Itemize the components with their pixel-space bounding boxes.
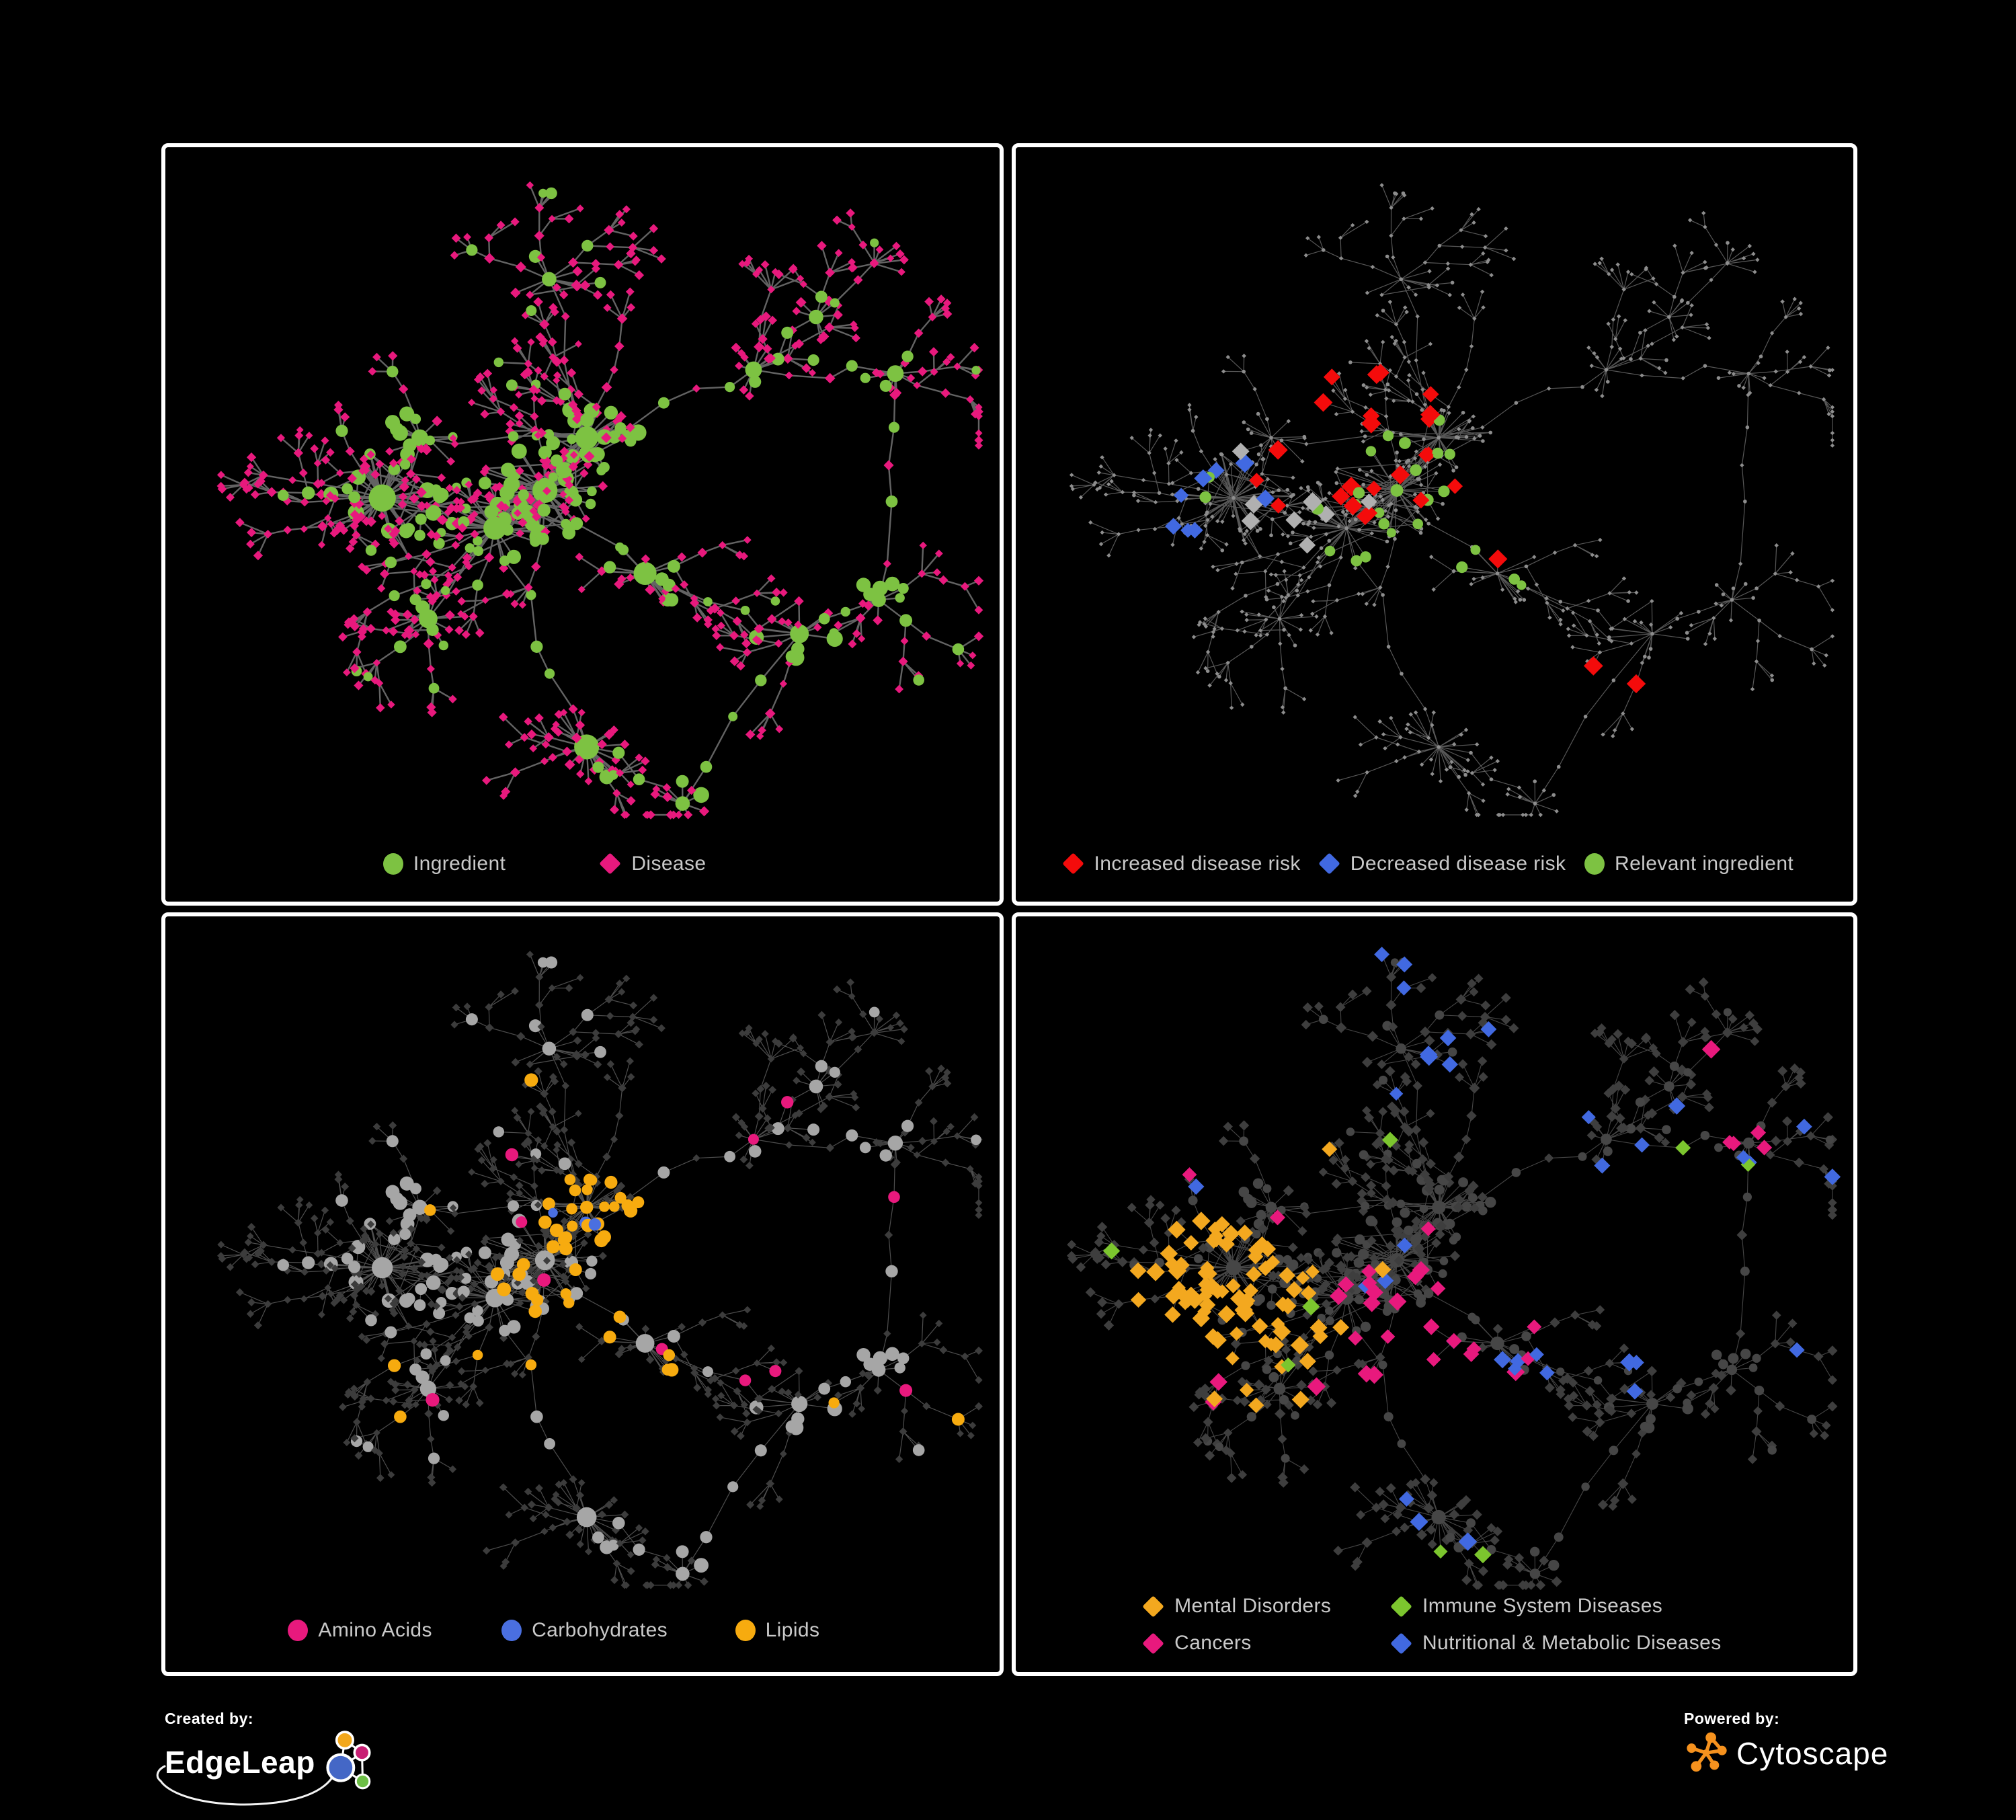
- panel-ingredient-disease: Ingredient Disease: [161, 143, 1004, 906]
- panel-grid: Ingredient Disease Increased disease risk…: [161, 143, 1857, 1676]
- network-graph-disease-risk: [1069, 183, 1835, 818]
- network-graph-disease-classes: [1066, 947, 1841, 1591]
- created-by-label: Created by:: [165, 1710, 254, 1727]
- cytoscape-logo-icon: [1687, 1732, 1727, 1772]
- panel-disease-classes: Mental Disorders Immune System Diseases Ca…: [1012, 912, 1857, 1676]
- edgeleap-swoosh-curve: [156, 1765, 338, 1806]
- network-graph-ingredient-classes: [217, 951, 983, 1589]
- powered-by-label: Powered by:: [1684, 1710, 1780, 1727]
- panel-disease-risk: Increased disease risk Decreased disease …: [1012, 143, 1857, 906]
- edgeleap-logo-text: EdgeLeap: [165, 1745, 315, 1780]
- edgeleap-credit: Created by: EdgeLeap: [156, 1710, 541, 1817]
- edgeleap-logo-icon: [326, 1731, 371, 1790]
- panel-ingredient-classes: Amino Acids Carbohydrates Lipids: [161, 912, 1004, 1676]
- network-graph-ingredient-disease: [216, 181, 984, 820]
- cytoscape-credit: Powered by: Cytoscape: [1684, 1710, 1966, 1817]
- cytoscape-logo-text: Cytoscape: [1736, 1736, 1889, 1771]
